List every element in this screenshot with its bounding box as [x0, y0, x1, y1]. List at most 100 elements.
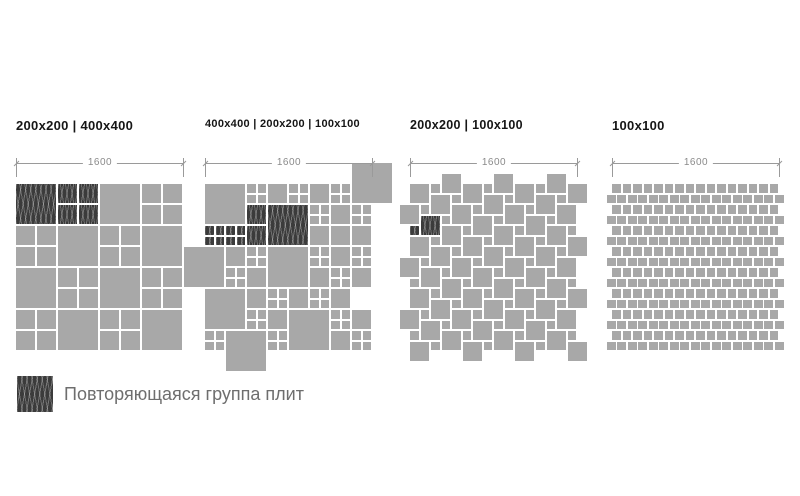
tile	[664, 268, 674, 277]
tile	[483, 236, 493, 246]
tile	[664, 226, 674, 235]
tile	[727, 268, 737, 277]
tile	[257, 320, 267, 330]
tile	[696, 205, 705, 214]
tile-pattern-200-100	[399, 173, 587, 361]
tile	[753, 278, 763, 288]
tile	[638, 320, 648, 330]
tile	[441, 331, 461, 351]
tile	[546, 268, 556, 277]
tile	[617, 236, 627, 246]
tile	[310, 289, 319, 298]
dimension-line: 1600	[609, 118, 783, 178]
dimension-line: 1600	[13, 118, 187, 178]
tile	[341, 278, 351, 288]
tile	[525, 215, 545, 235]
tile	[680, 299, 690, 309]
tile	[701, 215, 711, 225]
tile	[748, 205, 758, 214]
tile	[753, 194, 763, 204]
tile	[310, 226, 330, 246]
tile	[606, 257, 616, 267]
tile	[759, 247, 768, 256]
tile	[617, 194, 627, 204]
tile	[362, 331, 372, 340]
tile	[331, 320, 340, 330]
tile	[622, 310, 632, 319]
tile	[648, 215, 658, 225]
tile	[247, 289, 267, 309]
tile	[648, 278, 658, 288]
tile	[257, 247, 267, 256]
tile	[473, 268, 493, 288]
tile	[743, 341, 753, 351]
tile	[732, 194, 742, 204]
tile	[268, 341, 277, 351]
tile-hatched	[226, 236, 235, 246]
tile	[557, 299, 566, 309]
tile	[247, 184, 256, 193]
tile	[648, 341, 658, 351]
tile	[717, 205, 726, 214]
tile-hatched	[58, 205, 78, 225]
tile	[659, 215, 669, 225]
tile	[748, 226, 758, 235]
tile	[675, 184, 684, 193]
tile	[648, 257, 658, 267]
tile	[612, 226, 621, 235]
tile	[690, 320, 700, 330]
tile	[643, 310, 653, 319]
tile	[690, 278, 700, 288]
tile	[732, 278, 742, 288]
tile	[546, 278, 566, 298]
tile	[643, 268, 653, 277]
tile	[483, 194, 503, 214]
tile	[431, 236, 440, 246]
tile	[606, 320, 616, 330]
tile	[764, 236, 774, 246]
tile	[536, 236, 545, 246]
tile	[669, 320, 679, 330]
tile	[622, 247, 632, 256]
tile	[310, 215, 319, 225]
tile	[627, 320, 637, 330]
tile	[289, 194, 298, 204]
tile	[441, 173, 461, 193]
dimension-tick-right	[779, 158, 780, 177]
tile	[696, 331, 705, 340]
tile	[748, 289, 758, 298]
tile	[226, 247, 246, 267]
tile	[257, 194, 267, 204]
panel-title: 400x400 | 200x200 | 100x100	[205, 118, 360, 130]
tile	[727, 205, 737, 214]
tile	[748, 310, 758, 319]
tile	[659, 257, 669, 267]
tile	[247, 310, 256, 319]
tile	[163, 205, 183, 225]
tile	[690, 299, 700, 309]
tile	[738, 184, 747, 193]
tile	[717, 184, 726, 193]
tile	[706, 310, 716, 319]
tile	[341, 194, 351, 204]
tile	[310, 247, 319, 256]
tile	[310, 268, 330, 288]
tile-hatched	[215, 236, 225, 246]
tile-hatched	[420, 215, 440, 235]
tile	[226, 278, 235, 288]
tile	[536, 194, 556, 214]
tile	[268, 247, 309, 288]
tile	[659, 320, 669, 330]
tile	[612, 268, 621, 277]
tile	[362, 205, 372, 214]
tile	[567, 226, 577, 235]
tile	[774, 215, 784, 225]
tile	[268, 289, 277, 298]
tile	[341, 268, 351, 277]
tile	[633, 205, 642, 214]
tile-pattern-400-200-100	[184, 163, 393, 372]
tile	[685, 205, 695, 214]
tile	[669, 236, 679, 246]
tile	[504, 257, 524, 277]
tile	[515, 236, 535, 256]
